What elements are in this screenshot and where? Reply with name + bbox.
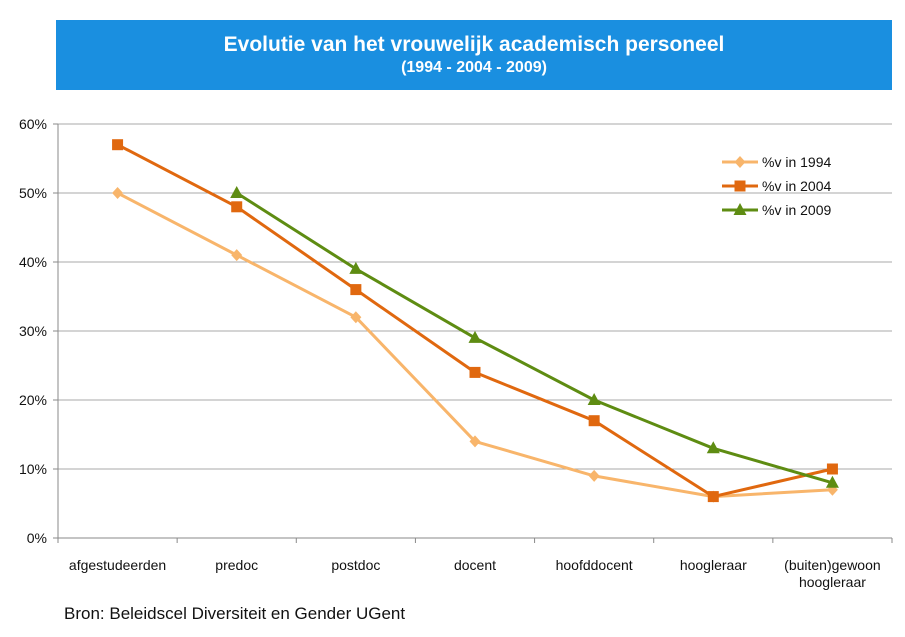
x-tick-label: postdoc: [331, 557, 380, 573]
x-tick-label: hoogleraar: [680, 557, 747, 573]
data-point: [231, 249, 243, 262]
x-tick-label: afgestudeerden: [69, 557, 166, 573]
data-point: [468, 330, 482, 343]
x-tick-label: predoc: [215, 557, 258, 573]
x-tick-label: (buiten)gewoon: [784, 557, 881, 573]
data-point: [707, 491, 719, 503]
legend-marker: [734, 156, 746, 168]
data-point: [587, 393, 601, 405]
data-point: [825, 475, 839, 488]
title-banner: Evolutie van het vrouwelijk academisch p…: [56, 20, 892, 90]
y-tick-label: 30%: [19, 323, 47, 339]
y-tick-label: 0%: [27, 530, 47, 546]
data-point: [469, 366, 481, 378]
chart-subtitle: (1994 - 2004 - 2009): [401, 59, 547, 76]
y-tick-label: 40%: [19, 254, 47, 270]
legend-marker: [734, 180, 746, 192]
data-point: [231, 201, 243, 213]
data-point: [469, 435, 481, 448]
data-point: [826, 463, 838, 475]
data-point: [350, 284, 362, 296]
data-point: [350, 311, 362, 324]
data-point: [588, 415, 600, 427]
legend-label: %v in 2004: [762, 178, 831, 194]
data-point: [112, 187, 124, 199]
line-chart: 0% 10% 20% 30% 40% 50% 60% afgestudeerden predoc…: [19, 116, 893, 590]
data-point: [112, 139, 124, 151]
data-point: [706, 441, 720, 454]
chart-title: Evolutie van het vrouwelijk academisch p…: [223, 33, 725, 56]
series-line-3: [235, 191, 833, 485]
y-tick-label: 20%: [19, 392, 47, 408]
x-tick-label: docent: [454, 557, 496, 573]
x-tick-label: hoofddocent: [556, 557, 633, 573]
y-tick-label: 50%: [19, 185, 47, 201]
y-tick-label: 60%: [19, 116, 47, 132]
source-note: Bron: Beleidscel Diversiteit en Gender U…: [64, 604, 406, 623]
y-tick-label: 10%: [19, 461, 47, 477]
data-point: [349, 261, 363, 274]
data-point: [230, 186, 244, 198]
legend-label: %v in 1994: [762, 154, 831, 170]
data-point: [588, 469, 600, 482]
legend-label: %v in 2009: [762, 202, 831, 218]
legend-marker: [733, 203, 747, 215]
x-tick-label: hoogleraar: [799, 574, 866, 590]
